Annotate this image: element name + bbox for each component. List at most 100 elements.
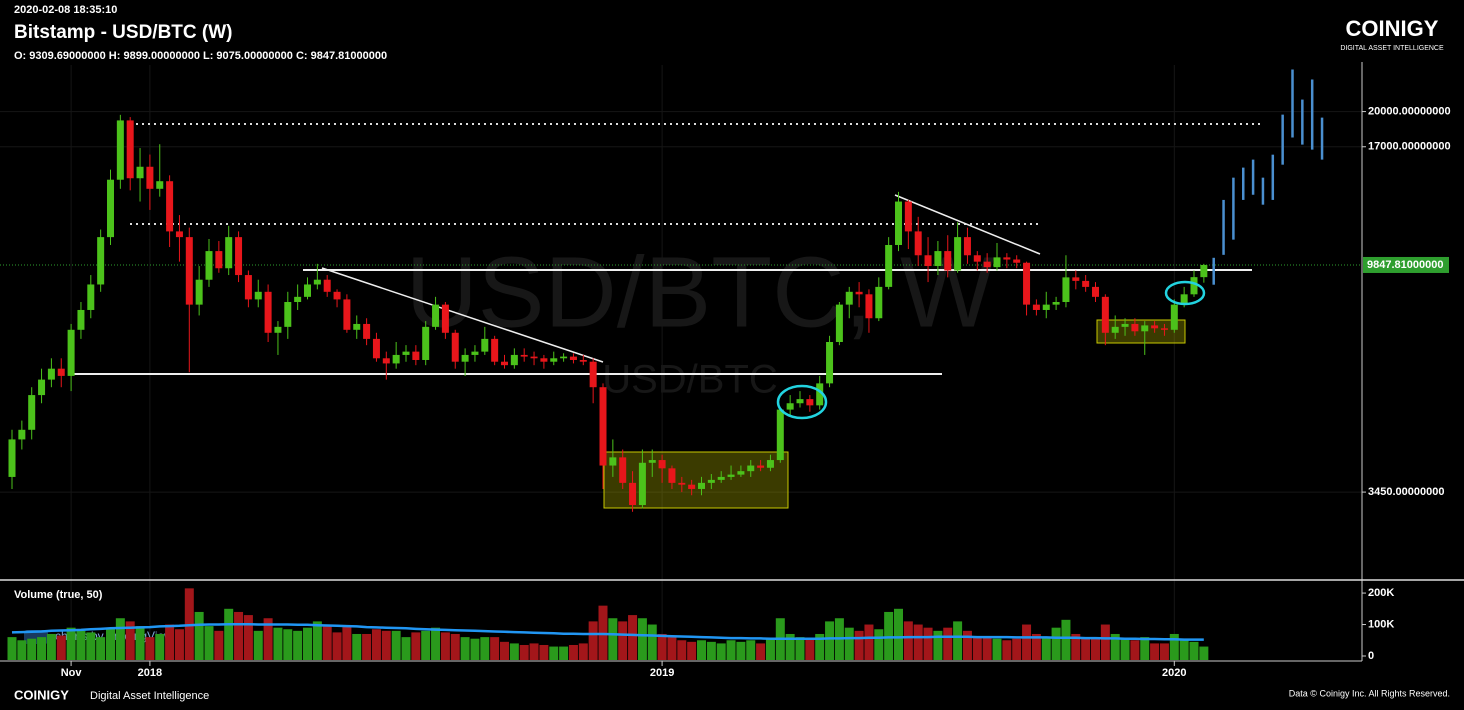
candle-body — [737, 471, 745, 475]
volume-bar — [214, 630, 224, 660]
candle-body — [993, 257, 1001, 268]
candle-body — [205, 251, 213, 280]
volume-bar — [66, 627, 76, 660]
volume-bar — [371, 629, 381, 660]
candle-body — [609, 457, 617, 466]
volume-tick-label: 0 — [1368, 650, 1374, 662]
candle-body — [215, 251, 223, 269]
volume-bar — [1199, 646, 1209, 660]
volume-bar — [509, 643, 519, 660]
candle-body — [294, 296, 302, 303]
candle-body — [579, 359, 587, 362]
candle-body — [501, 361, 508, 366]
candle-body — [471, 351, 479, 355]
candle-body — [569, 356, 577, 360]
candle-body — [835, 304, 843, 343]
candle-body — [353, 323, 361, 330]
volume-bar — [1110, 633, 1120, 660]
volume-bar — [972, 637, 982, 660]
candle-body — [924, 255, 932, 267]
candle-body — [333, 291, 341, 300]
candle-body — [904, 201, 912, 232]
trend-line — [894, 194, 1041, 255]
volume-bar — [1179, 638, 1189, 660]
candle-body — [540, 358, 548, 362]
volume-bar — [746, 640, 756, 660]
candle-body — [97, 237, 105, 285]
volume-bar — [204, 626, 214, 660]
candle-body — [372, 338, 380, 359]
candle-body — [599, 387, 607, 466]
footer-copyright: Data © Coinigy Inc. All Rights Reserved. — [1289, 688, 1450, 698]
candle-body — [658, 460, 666, 469]
volume-bar — [647, 624, 657, 660]
last-price-label: 9847.81000000 — [1367, 259, 1443, 271]
candle-body — [826, 342, 834, 384]
candle-body — [136, 166, 144, 179]
volume-bar — [76, 630, 86, 660]
candle-body — [38, 379, 46, 396]
candle-body — [156, 181, 164, 189]
candle-body — [146, 166, 154, 189]
candle-body — [1180, 294, 1188, 305]
candle-body — [451, 332, 459, 362]
volume-bar — [1022, 624, 1032, 660]
watermark: USD/BTC, W — [406, 236, 995, 348]
volume-bar — [716, 643, 726, 660]
volume-bar — [559, 646, 569, 660]
volume-bar — [106, 627, 115, 660]
candle-body — [550, 358, 558, 362]
volume-bar — [854, 630, 864, 660]
volume-bar — [1061, 619, 1071, 660]
candle-body — [47, 368, 55, 380]
ohlc-readout: O: 9309.69000000 H: 9899.00000000 L: 907… — [14, 50, 387, 62]
highlight-ellipse — [1164, 280, 1206, 306]
y-tick-label: 3450.00000000 — [1368, 486, 1444, 498]
volume-bar — [874, 629, 884, 660]
candle-body — [520, 354, 528, 357]
x-tick-label: Nov — [61, 667, 83, 679]
volume-bar — [667, 637, 677, 660]
grid — [0, 65, 1362, 661]
trend-line — [321, 267, 604, 363]
candle-body — [510, 354, 518, 366]
footer-tagline: Digital Asset Intelligence — [90, 690, 209, 702]
volume-bar — [500, 641, 509, 660]
candle-body — [77, 309, 85, 330]
volume-bar — [1159, 643, 1169, 660]
candle-body — [678, 482, 686, 485]
volume-ma-line — [11, 622, 1204, 641]
candle-body — [766, 460, 774, 468]
volume-bar — [1100, 624, 1110, 660]
candle-body — [638, 462, 646, 506]
candle-body — [195, 279, 203, 305]
candle-body — [166, 181, 174, 232]
candle-body — [776, 409, 784, 461]
volume-bar — [657, 633, 667, 660]
volume-bar — [903, 621, 913, 660]
candle-body — [895, 201, 902, 245]
volume-bar — [352, 633, 362, 660]
volume-bar — [411, 632, 421, 660]
volume-bar — [1150, 643, 1160, 660]
candle-body — [944, 251, 952, 271]
candle-body — [284, 302, 292, 327]
candle-body — [28, 395, 36, 430]
candle-body — [304, 284, 311, 297]
volume-bar — [194, 611, 204, 660]
candle-body — [175, 231, 183, 238]
candle-body — [274, 326, 282, 333]
volume-bar — [884, 611, 894, 660]
volume-bar — [687, 641, 697, 660]
candle-body — [126, 120, 134, 179]
candle-body — [1003, 257, 1011, 260]
volume-bar — [1002, 640, 1012, 660]
volume-bar — [756, 643, 766, 660]
volume-bar — [677, 640, 687, 660]
candle-body — [757, 465, 765, 468]
volume-bar — [578, 643, 588, 660]
highlight-ellipse — [776, 384, 828, 420]
candle-body — [412, 351, 420, 360]
candle-body — [323, 279, 331, 292]
